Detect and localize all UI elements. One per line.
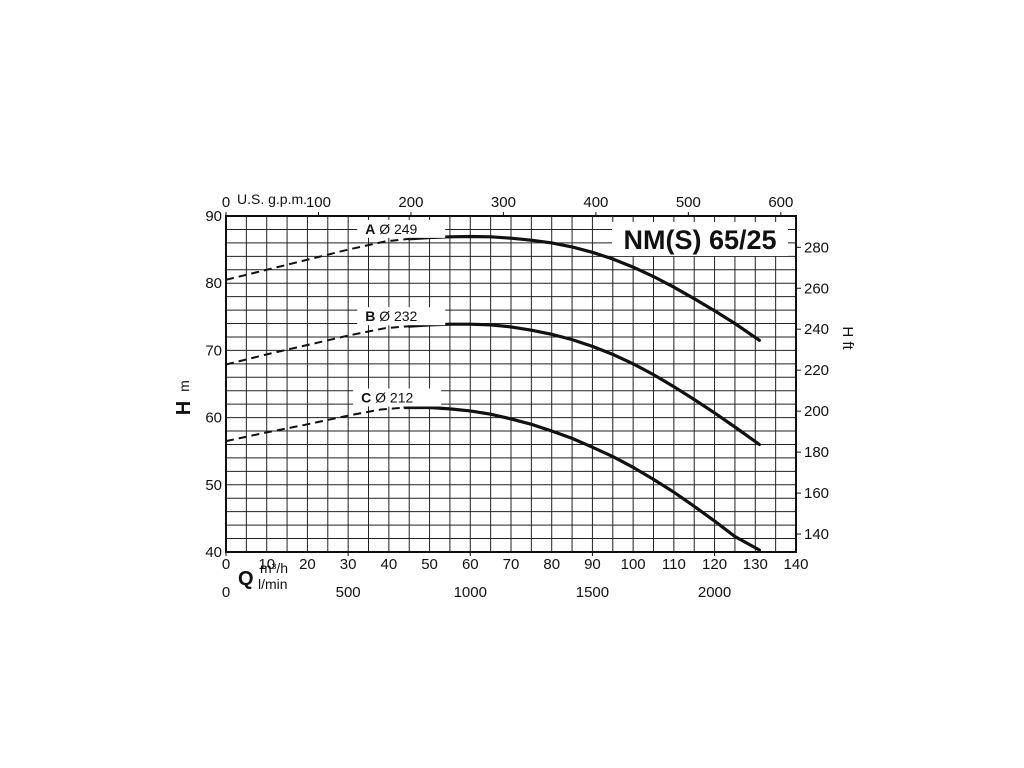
ft-tick-label: 180	[804, 444, 829, 461]
y-tick-label: 70	[205, 342, 222, 359]
lmin-tick-label: 2000	[698, 584, 731, 601]
curve-label-letter: C	[361, 390, 371, 406]
curve-a-solid	[407, 234, 761, 342]
plot-border	[225, 215, 797, 553]
curve-a-dashed	[225, 237, 410, 281]
x-unit-primary: m³/h	[260, 560, 288, 576]
ft-tick-label: 280	[804, 239, 829, 256]
gpm-tick-label: 500	[676, 194, 701, 211]
y-tick-label: 60	[205, 410, 222, 427]
y-tick-label: 40	[205, 544, 222, 561]
x-unit-secondary: l/min	[258, 576, 288, 592]
y-axis-label-right: H ft	[839, 326, 856, 350]
lmin-tick-label: 0	[222, 584, 230, 601]
x-axis-symbol: Q	[238, 568, 254, 590]
curve-label-background	[357, 307, 446, 326]
ft-tick-label: 160	[804, 485, 829, 502]
lmin-tick-label: 1000	[454, 584, 487, 601]
x-tick-label: 60	[462, 556, 479, 573]
y-tick-label: 50	[205, 477, 222, 494]
curve-label-diameter: Ø 232	[379, 308, 417, 324]
gpm-tick-label: 300	[491, 194, 516, 211]
y-axis-symbol: H	[173, 401, 195, 415]
x-tick-label: 130	[743, 556, 768, 573]
gpm-tick-label: 400	[583, 194, 608, 211]
curve-c-dashed	[225, 406, 406, 443]
y-axis-right-title: H ft	[839, 326, 856, 350]
curve-b-solid	[407, 322, 761, 447]
x-tick-label: 10	[258, 556, 275, 573]
y-axis-label-left: Hm	[173, 380, 195, 415]
curve-label-diameter: Ø 249	[379, 221, 417, 237]
x-tick-label: 80	[543, 556, 560, 573]
x-tick-label: 20	[299, 556, 316, 573]
ft-tick-label: 200	[804, 403, 829, 420]
y-axis-unit: m	[176, 380, 192, 392]
x-tick-label: 100	[621, 556, 646, 573]
x-tick-label: 40	[381, 556, 398, 573]
plot-frame	[225, 212, 801, 556]
lmin-tick-label: 1500	[576, 584, 609, 601]
y-tick-label: 90	[205, 208, 222, 225]
gpm-unit-label: U.S. g.p.m.	[237, 191, 307, 207]
curve-label-background	[353, 388, 442, 407]
x-tick-label: 90	[584, 556, 601, 573]
chart-title-group: NM(S) 65/25	[612, 222, 788, 256]
grid	[225, 215, 797, 553]
x-tick-label: 50	[421, 556, 438, 573]
x-tick-label: 120	[702, 556, 727, 573]
lmin-tick-label: 500	[336, 584, 361, 601]
ft-tick-label: 220	[804, 362, 829, 379]
curve-b-dashed	[225, 325, 410, 366]
x-tick-label: 0	[222, 556, 230, 573]
x-tick-label: 70	[503, 556, 520, 573]
gpm-tick-label: 0	[222, 194, 230, 211]
gpm-tick-label: 600	[768, 194, 793, 211]
title-background	[612, 222, 788, 256]
gpm-tick-label: 100	[306, 194, 331, 211]
x-tick-label: 110	[662, 556, 686, 573]
chart-title: NM(S) 65/25	[623, 225, 776, 255]
curve-c-solid	[403, 405, 761, 552]
ft-tick-label: 140	[804, 526, 829, 543]
x-tick-label: 140	[783, 556, 808, 573]
gpm-tick-label: 200	[398, 194, 423, 211]
curve-label-letter: A	[365, 221, 375, 237]
ft-tick-label: 260	[804, 280, 829, 297]
curve-label-background	[357, 219, 446, 238]
x-tick-label: 30	[340, 556, 357, 573]
curve-label-letter: B	[365, 308, 375, 324]
ft-tick-label: 240	[804, 321, 829, 338]
y-tick-label: 80	[205, 275, 222, 292]
curve-label-diameter: Ø 212	[375, 390, 413, 406]
